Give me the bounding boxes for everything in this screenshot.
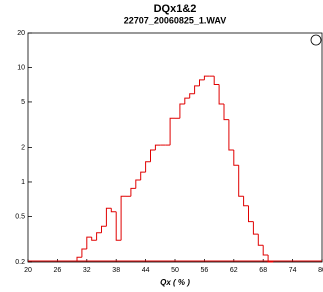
histogram-step (146, 162, 151, 172)
chart: DQx1&2 22707_20060825_1.WAV Qx ( % ) 0.2… (0, 0, 323, 292)
histogram-step (136, 180, 141, 188)
x-tick-label: 38 (112, 267, 120, 274)
page: DQx1&2 22707_20060825_1.WAV Qx ( % ) 0.2… (0, 0, 323, 292)
chart-title: DQx1&2 (154, 3, 197, 15)
plot-frame (28, 33, 322, 262)
chart-subtitle: 22707_20060825_1.WAV (124, 15, 226, 25)
histogram-step (263, 245, 268, 255)
x-tick-label: 68 (259, 267, 267, 274)
x-tick-label: 44 (142, 267, 150, 274)
histogram-step (214, 76, 219, 84)
histogram-step (249, 206, 254, 222)
x-tick-label: 80 (318, 267, 323, 274)
x-tick-label: 20 (24, 267, 32, 274)
y-tick-label: 1 (21, 179, 25, 186)
y-tick-label: 0.5 (15, 213, 25, 220)
histogram-step (111, 208, 116, 211)
histogram-step (77, 257, 82, 261)
y-tick-label: 20 (17, 30, 25, 37)
histogram-step (180, 104, 185, 118)
x-tick-label: 32 (83, 267, 91, 274)
histogram-step (234, 150, 239, 165)
histogram-step (106, 208, 111, 226)
histogram-step (82, 249, 87, 257)
histogram-step (244, 196, 249, 205)
y-tick-label: 10 (17, 64, 25, 71)
histogram-step (253, 222, 258, 234)
x-tick-label: 50 (171, 267, 179, 274)
histogram-step (185, 98, 190, 104)
x-tick-label: 74 (289, 267, 297, 274)
histogram-step (155, 145, 160, 150)
y-tick-label: 2 (21, 144, 25, 151)
histogram-step (219, 84, 224, 103)
histogram-step (239, 165, 244, 196)
histogram-step (141, 172, 146, 180)
histogram-step (102, 226, 107, 232)
x-tick-label: 62 (230, 267, 238, 274)
histogram-step (200, 80, 205, 86)
x-tick-label: 26 (54, 267, 62, 274)
x-axis-label: Qx ( % ) (160, 278, 190, 287)
histogram-step (224, 104, 229, 120)
histogram-step (116, 212, 121, 241)
histogram-step (170, 118, 175, 145)
histogram-step (204, 76, 209, 80)
histogram-step (92, 237, 97, 240)
histogram-step (258, 234, 263, 245)
histogram-step (97, 233, 102, 240)
x-tick-label: 56 (201, 267, 209, 274)
histogram-step (151, 150, 156, 162)
y-tick-label: 5 (21, 99, 25, 106)
histogram-step (121, 196, 126, 240)
histogram-step (229, 120, 234, 150)
histogram-step (131, 188, 136, 196)
histogram-step (195, 86, 200, 94)
y-tick-label: 0.2 (15, 259, 25, 266)
histogram-step (87, 237, 92, 249)
histogram-step (190, 94, 195, 98)
icon (311, 35, 321, 45)
